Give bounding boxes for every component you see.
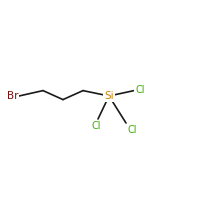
Text: Br: Br: [6, 91, 18, 101]
Text: Cl: Cl: [135, 85, 144, 95]
Text: Cl: Cl: [91, 121, 101, 131]
Text: Cl: Cl: [127, 125, 136, 135]
Text: Si: Si: [104, 91, 114, 101]
